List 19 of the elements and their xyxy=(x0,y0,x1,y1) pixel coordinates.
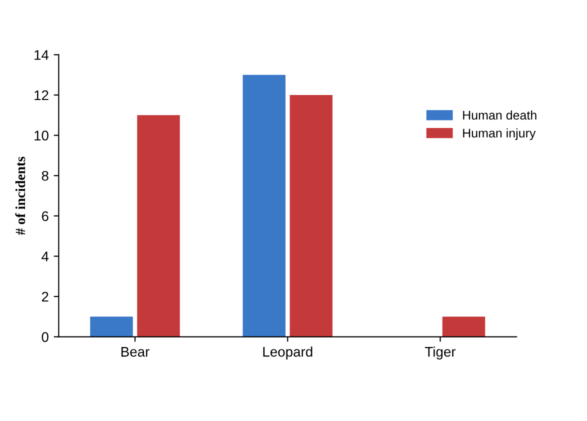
x-tick-label: Bear xyxy=(121,347,150,357)
y-tick-label: 0 xyxy=(42,332,48,342)
bar xyxy=(290,95,332,337)
y-tick-label: 14 xyxy=(34,50,49,60)
legend-label: Human death xyxy=(463,110,536,120)
y-tick-label: 10 xyxy=(34,130,48,140)
bar xyxy=(442,316,486,337)
bar xyxy=(242,74,286,337)
y-tick-label: 8 xyxy=(42,170,48,181)
y-tick-label: 4 xyxy=(42,252,49,262)
legend-label: Human injury xyxy=(463,128,536,140)
y-tick-label: 2 xyxy=(42,292,48,302)
y-tick-label: 6 xyxy=(42,211,48,222)
y-tick-label: 12 xyxy=(34,90,48,100)
bar xyxy=(90,316,133,337)
y-axis-title: # of incidents xyxy=(15,156,26,235)
bar xyxy=(137,115,180,337)
x-tick-label: Leopard xyxy=(263,346,312,360)
x-tick-label: Tiger xyxy=(425,346,456,360)
